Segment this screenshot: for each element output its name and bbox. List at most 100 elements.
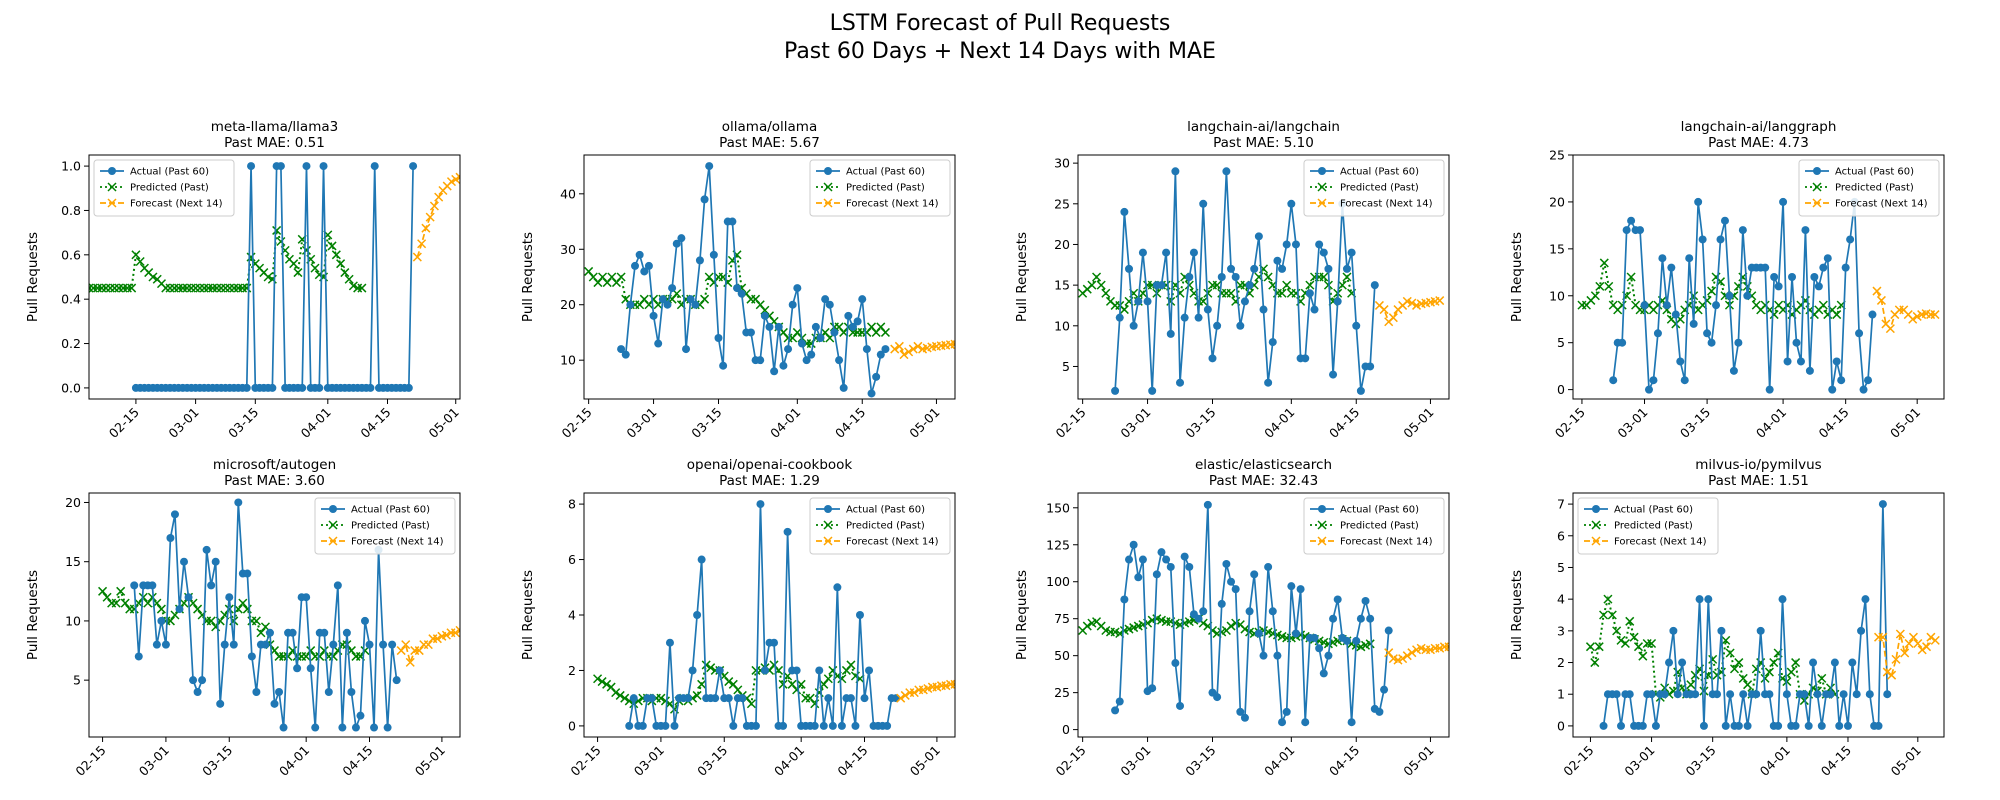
actual-point — [1125, 555, 1134, 564]
y-tick-label: 1 — [1557, 687, 1565, 702]
predicted-point — [1226, 288, 1236, 298]
predicted-point — [293, 268, 303, 278]
actual-point — [1817, 721, 1826, 730]
predicted-point — [1660, 683, 1670, 693]
actual-point — [409, 162, 418, 171]
actual-point — [315, 383, 324, 392]
actual-point — [738, 694, 747, 703]
x-tick-label: 03-15 — [1182, 743, 1218, 779]
actual-point — [1301, 354, 1310, 363]
forecast-point — [1926, 632, 1936, 642]
forecast-point — [1402, 651, 1412, 661]
x-tick-label: 04-01 — [767, 405, 803, 441]
actual-point — [825, 300, 834, 309]
y-tick-label: 15 — [1549, 241, 1565, 256]
actual-point — [1231, 273, 1240, 281]
actual-point — [1810, 273, 1819, 281]
axes-frame — [88, 492, 461, 738]
y-tick-label: 5 — [73, 673, 81, 688]
actual-point — [1779, 197, 1788, 206]
actual-point — [816, 334, 825, 342]
actual-point — [229, 640, 238, 649]
legend-box — [314, 497, 456, 555]
actual-point — [1189, 248, 1198, 257]
predicted-point — [1707, 286, 1717, 296]
actual-point — [356, 711, 365, 720]
actual-point — [1129, 540, 1138, 549]
legend-marker — [824, 167, 832, 175]
predicted-point — [97, 283, 107, 293]
actual-point — [342, 628, 351, 637]
actual-point — [1830, 658, 1839, 667]
actual-point — [351, 723, 360, 732]
actual-point — [1743, 721, 1752, 730]
forecast-point — [405, 657, 415, 667]
y-tick-label: 5 — [1557, 560, 1565, 575]
actual-point — [1859, 385, 1868, 394]
actual-point — [1213, 693, 1222, 702]
actual-line — [628, 504, 897, 727]
predicted-point — [1690, 670, 1700, 680]
predicted-point — [1184, 280, 1194, 290]
axes-frame — [1077, 492, 1450, 738]
actual-point — [247, 652, 256, 661]
actual-point — [765, 322, 774, 331]
actual-point — [1832, 357, 1841, 366]
y-tick-label: 0 — [568, 718, 576, 733]
forecast-point — [1917, 645, 1927, 655]
actual-point — [661, 721, 670, 730]
actual-point — [333, 581, 342, 590]
actual-point — [1287, 199, 1296, 208]
actual-point — [1347, 718, 1356, 727]
forecast-point — [1407, 648, 1417, 658]
actual-point — [837, 721, 846, 730]
actual-point — [1120, 595, 1129, 604]
legend-marker — [107, 198, 117, 208]
forecast-point — [432, 634, 442, 644]
actual-point — [1291, 629, 1300, 638]
actual-point — [881, 345, 890, 354]
actual-point — [1729, 366, 1738, 375]
actual-point — [684, 694, 693, 703]
actual-point — [392, 676, 401, 685]
y-tick-label: 0.6 — [61, 247, 81, 262]
y-axis-label: Pull Requests — [25, 570, 41, 660]
actual-point — [1236, 321, 1245, 330]
plot-area — [593, 500, 955, 730]
predicted-point — [178, 283, 188, 293]
actual-point — [1883, 690, 1892, 699]
actual-point — [779, 361, 788, 370]
actual-point — [1259, 305, 1268, 314]
actual-point — [1738, 226, 1747, 235]
x-tick-label: 03-15 — [1682, 743, 1718, 779]
legend-marker — [1812, 198, 1822, 208]
actual-point — [1227, 577, 1236, 586]
y-tick-label: 2 — [568, 663, 576, 678]
subplot-mae: Past MAE: 0.51 — [224, 135, 325, 151]
actual-point — [677, 234, 686, 243]
actual-point — [1691, 690, 1700, 699]
actual-point — [670, 721, 679, 730]
actual-point — [1134, 297, 1143, 306]
predicted-point — [1240, 624, 1250, 634]
actual-point — [1291, 240, 1300, 249]
actual-point — [1152, 570, 1161, 579]
actual-point — [647, 694, 656, 703]
x-tick-label: 04-15 — [1815, 405, 1851, 441]
actual-point — [1125, 264, 1134, 273]
actual-point — [189, 676, 198, 685]
actual-point — [1180, 313, 1189, 322]
x-tick-label: 03-15 — [1677, 405, 1713, 441]
forecast-point — [894, 341, 904, 351]
predicted-point — [1599, 258, 1609, 268]
actual-point — [1176, 378, 1185, 387]
actual-point — [1329, 614, 1338, 623]
predicted-point — [156, 604, 166, 614]
actual-point — [234, 498, 243, 507]
forecast-point — [1891, 654, 1901, 664]
actual-point — [276, 162, 285, 171]
forecast-point — [1885, 324, 1895, 334]
